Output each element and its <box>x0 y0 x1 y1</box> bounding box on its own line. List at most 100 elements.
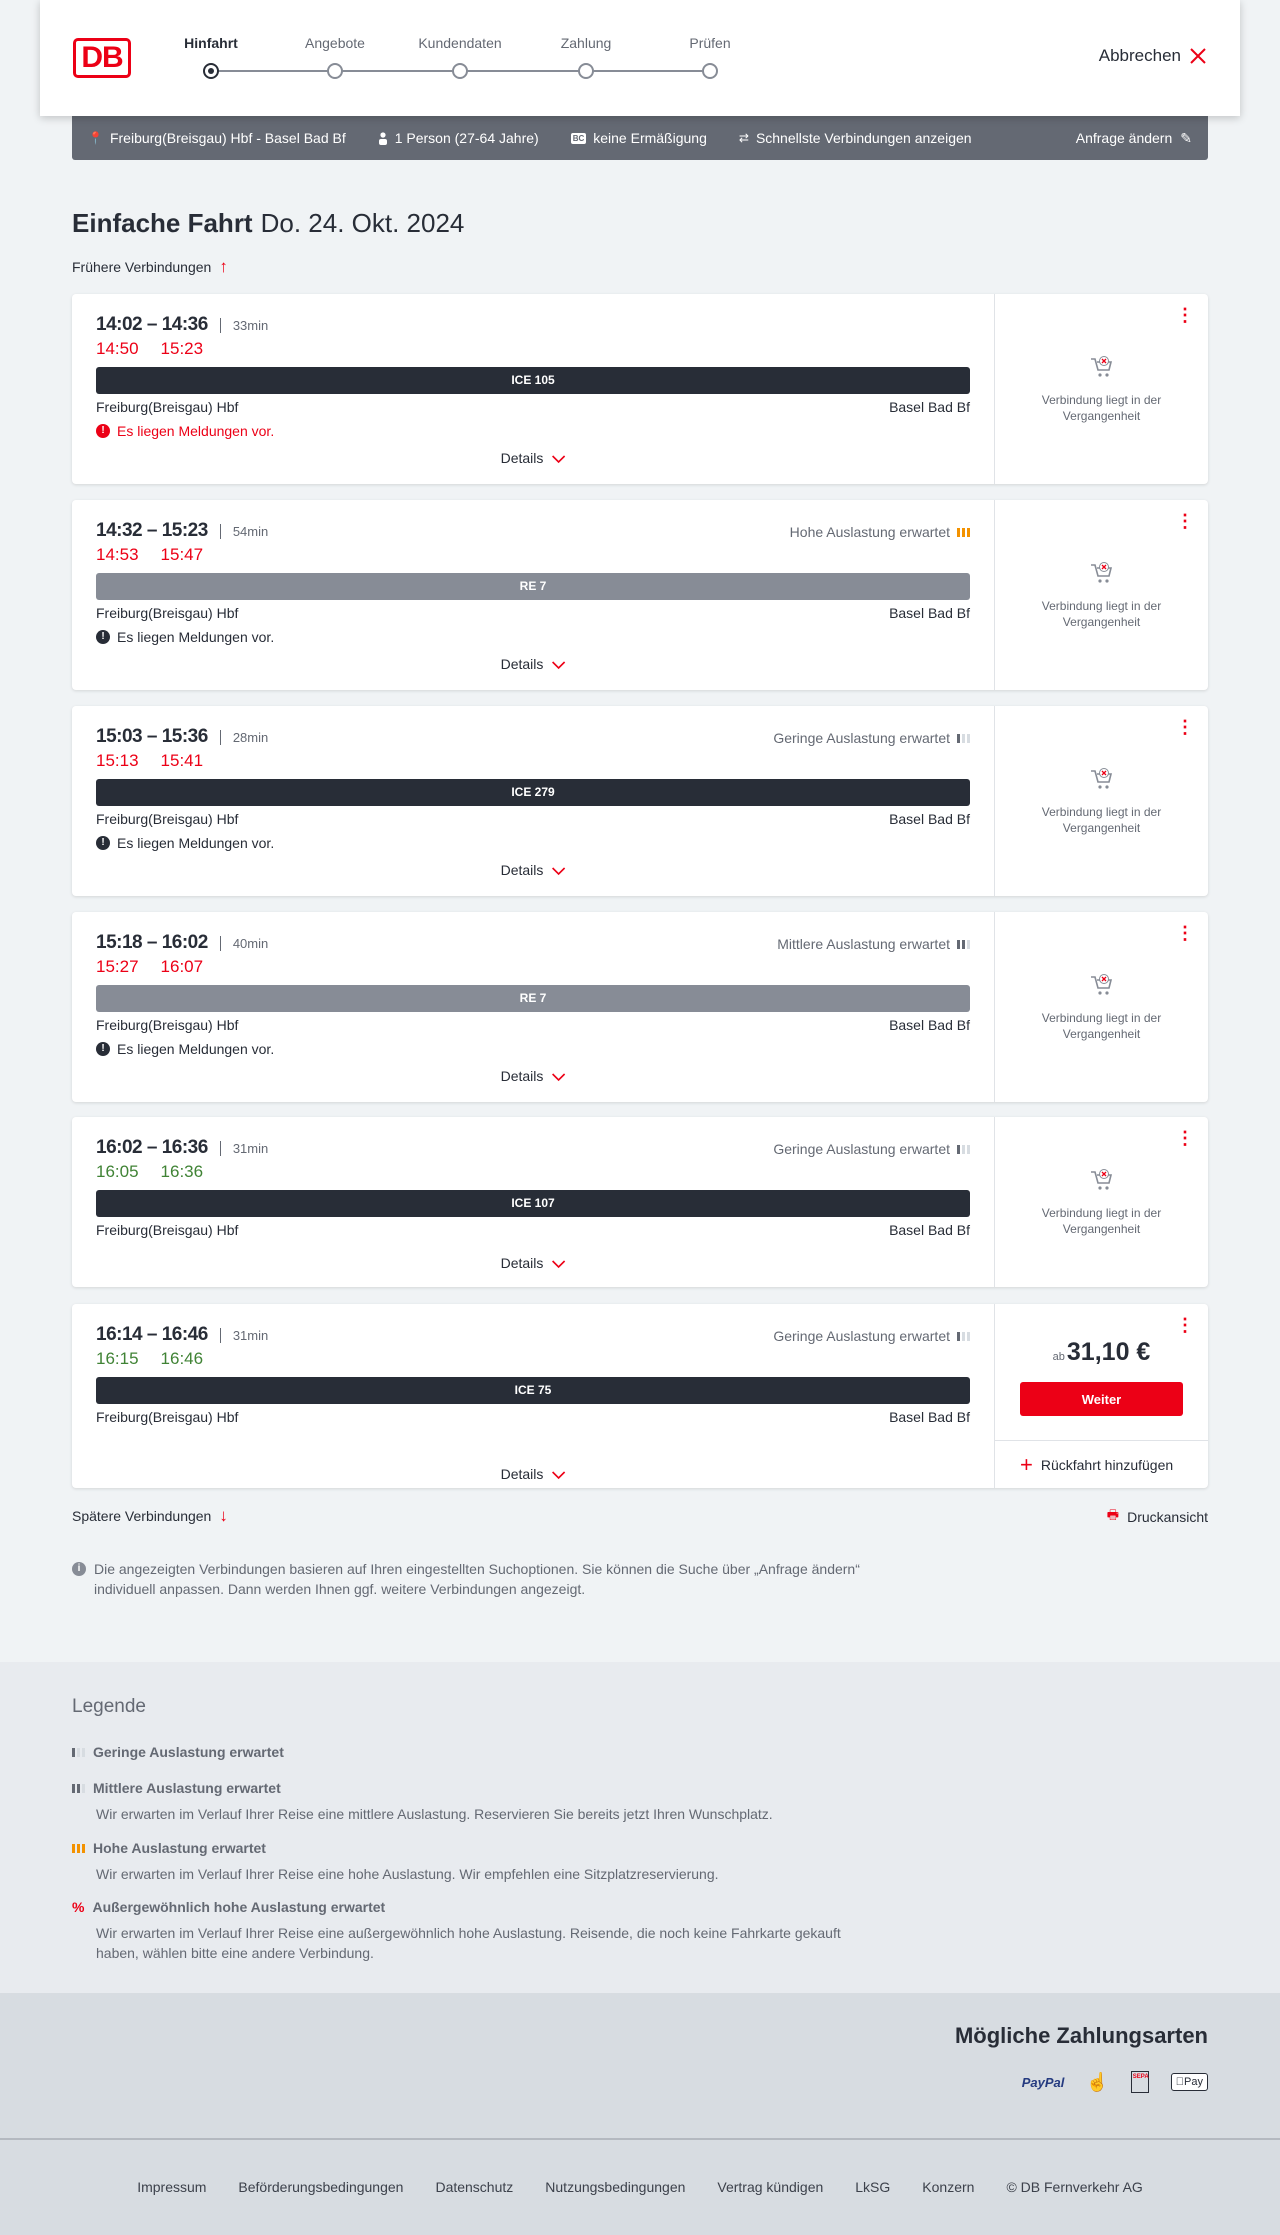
connection-card: 15:03 – 15:36 28min 15:13 15:41 Geringe Au… <box>72 706 1208 896</box>
offer-panel: ⋮ ab31,10 € Weiter + Rückfahrt hinzufügen <box>994 1304 1208 1488</box>
footer-link-befoerderungsbedingungen[interactable]: Beförderungsbedingungen <box>238 2179 404 2195</box>
later-connections-link[interactable]: Spätere Verbindungen ↓ <box>72 1506 228 1526</box>
info-icon: i <box>72 1562 86 1576</box>
details-toggle[interactable]: Details <box>501 1068 566 1084</box>
legend-item-text: Wir erwarten im Verlauf Ihrer Reise eine… <box>96 1806 773 1822</box>
footer-link-datenschutz[interactable]: Datenschutz <box>435 2179 514 2195</box>
footer-link-konzern[interactable]: Konzern <box>922 2179 975 2195</box>
train-bar[interactable]: ICE 75 <box>96 1377 970 1404</box>
footer: Mögliche Zahlungsarten PayPal ☝ SEPA Pa… <box>0 1993 1280 2235</box>
connection-card: 16:14 – 16:46 31min 16:15 16:46 Geringe Au… <box>72 1304 1208 1488</box>
details-toggle[interactable]: Details <box>501 1466 566 1482</box>
legend-title: Legende <box>72 1696 146 1717</box>
more-options-icon[interactable]: ⋮ <box>1176 1315 1194 1335</box>
low-load-icon <box>957 733 970 743</box>
legend-item-title: Mittlere Auslastung erwartet <box>93 1780 281 1796</box>
occupancy-indicator: Hohe Auslastung erwartet <box>790 524 970 540</box>
origin-station: Freiburg(Breisgau) Hbf <box>96 605 239 621</box>
swap-icon: ⇄ <box>738 131 749 145</box>
disruption-message[interactable]: ! Es liegen Meldungen vor. <box>96 1041 274 1057</box>
footer-links: Impressum Beförderungsbedingungen Datens… <box>0 2179 1280 2195</box>
occupancy-label: Hohe Auslastung erwartet <box>789 524 950 540</box>
destination-station: Basel Bad Bf <box>889 1017 970 1033</box>
legend-item-text: Wir erwarten im Verlauf Ihrer Reise eine… <box>96 1925 841 1961</box>
details-label: Details <box>500 1068 544 1084</box>
step-pruefen: Prüfen <box>689 35 731 51</box>
price-prefix: ab <box>1052 1351 1065 1363</box>
realtime-times: 16:05 16:36 <box>96 1162 203 1182</box>
step-hinfahrt: Hinfahrt <box>184 35 238 51</box>
realtime-arrival: 15:41 <box>160 751 204 770</box>
occupancy-label: Geringe Auslastung erwartet <box>773 730 950 746</box>
origin-station: Freiburg(Breisgau) Hbf <box>96 1222 239 1238</box>
footer-link-nutzungsbedingungen[interactable]: Nutzungsbedingungen <box>545 2179 686 2195</box>
occupancy-label: Geringe Auslastung erwartet <box>773 1141 950 1157</box>
info-note-text: Die angezeigten Verbindungen basieren au… <box>94 1561 860 1597</box>
trip-type: Einfache Fahrt <box>72 208 253 238</box>
earlier-connections-link[interactable]: Frühere Verbindungen ↑ <box>72 257 228 277</box>
offer-panel: ⋮ Verbindung liegt in der Vergangenheit <box>994 294 1208 484</box>
disruption-text: Es liegen Meldungen vor. <box>117 629 275 645</box>
continue-button[interactable]: Weiter <box>1020 1382 1183 1416</box>
more-options-icon[interactable]: ⋮ <box>1176 923 1194 943</box>
connection-card: 14:32 – 15:23 54min 14:53 15:47 Hohe Ausla… <box>72 500 1208 690</box>
footer-copyright: © DB Fernverkehr AG <box>1006 2179 1143 2195</box>
train-bar[interactable]: ICE 279 <box>96 779 970 806</box>
offer-panel: ⋮ Verbindung liegt in der Vergangenheit <box>994 706 1208 896</box>
train-bar[interactable]: RE 7 <box>96 573 970 600</box>
details-toggle[interactable]: Details <box>501 862 566 878</box>
exceptional-load-icon: % <box>72 1899 85 1915</box>
legend-section: Legende Geringe Auslastung erwartet Mitt… <box>0 1662 1280 1993</box>
realtime-arrival: 16:46 <box>160 1349 204 1368</box>
duration: 28min <box>219 730 269 745</box>
time-range: 14:02 – 14:36 <box>96 314 208 335</box>
scheduled-times: 15:18 – 16:02 40min <box>96 932 269 954</box>
step-dot <box>452 63 468 79</box>
pencil-icon: ✎ <box>1180 129 1192 146</box>
close-icon <box>1190 48 1206 64</box>
details-label: Details <box>500 1255 544 1271</box>
cancel-button[interactable]: Abbrechen <box>1099 46 1207 66</box>
occupancy-indicator: Mittlere Auslastung erwartet <box>777 936 970 952</box>
earlier-label: Frühere Verbindungen <box>72 259 212 275</box>
disruption-message[interactable]: ! Es liegen Meldungen vor. <box>96 629 274 645</box>
db-logo[interactable]: DB <box>73 38 131 78</box>
more-options-icon[interactable]: ⋮ <box>1176 717 1194 737</box>
medium-load-icon <box>72 1783 85 1793</box>
destination-station: Basel Bad Bf <box>889 1222 970 1238</box>
more-options-icon[interactable]: ⋮ <box>1176 305 1194 325</box>
footer-link-lksg[interactable]: LkSG <box>855 2179 891 2195</box>
fastest-connections-link[interactable]: Schnellste Verbindungen anzeigen <box>755 130 972 146</box>
occupancy-indicator: Geringe Auslastung erwartet <box>773 1141 970 1157</box>
print-view-link[interactable]: 🖶 Druckansicht <box>1107 1506 1208 1528</box>
more-options-icon[interactable]: ⋮ <box>1176 1128 1194 1148</box>
train-bar[interactable]: ICE 105 <box>96 367 970 394</box>
train-bar[interactable]: RE 7 <box>96 985 970 1012</box>
paypal-icon: PayPal <box>1021 2074 1065 2090</box>
chevron-down-icon <box>551 455 565 464</box>
train-bar[interactable]: ICE 107 <box>96 1190 970 1217</box>
details-toggle[interactable]: Details <box>501 450 566 466</box>
trip-date: Do. 24. Okt. 2024 <box>260 208 465 238</box>
destination-station: Basel Bad Bf <box>889 399 970 415</box>
change-request-button[interactable]: Anfrage ändern ✎ <box>1076 130 1192 147</box>
duration: 40min <box>219 936 269 951</box>
more-options-icon[interactable]: ⋮ <box>1176 511 1194 531</box>
time-range: 15:18 – 16:02 <box>96 932 208 953</box>
change-label: Anfrage ändern <box>1075 130 1173 146</box>
details-toggle[interactable]: Details <box>501 656 566 672</box>
duration: 33min <box>219 318 269 333</box>
disruption-message[interactable]: ! Es liegen Meldungen vor. <box>96 423 274 439</box>
realtime-times: 15:13 15:41 <box>96 751 203 771</box>
disruption-message[interactable]: ! Es liegen Meldungen vor. <box>96 835 274 851</box>
step-dot-active <box>203 63 219 79</box>
discount-text: keine Ermäßigung <box>593 130 707 146</box>
chevron-down-icon <box>551 1471 565 1480</box>
person-icon <box>378 131 387 145</box>
details-toggle[interactable]: Details <box>501 1255 566 1271</box>
add-return-trip-button[interactable]: + Rückfahrt hinzufügen <box>995 1440 1208 1488</box>
step-dot <box>578 63 594 79</box>
legend-item-low: Geringe Auslastung erwartet <box>72 1744 872 1760</box>
footer-link-impressum[interactable]: Impressum <box>137 2179 207 2195</box>
footer-link-vertrag-kuendigen[interactable]: Vertrag kündigen <box>717 2179 824 2195</box>
